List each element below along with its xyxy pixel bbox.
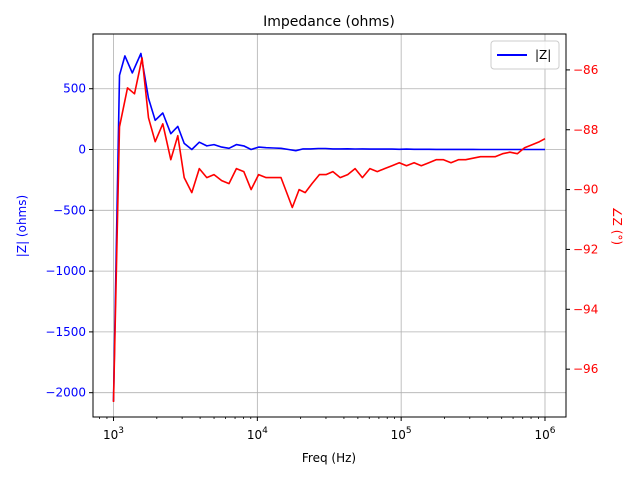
legend: |Z| [490,40,560,70]
right-tick-label: −94 [573,302,598,316]
phase-series-line [112,57,546,403]
magnitude-series-line [112,52,545,402]
left-tick-label: −2000 [45,386,86,400]
chart-title: Impedance (ohms) [263,14,395,30]
left-tick-label: −500 [53,203,86,217]
left-axis-ticks: 500 0 −500 −1000 −1500 −2000 [45,82,93,400]
x-axis-ticks: 103 104 105 106 [99,417,556,442]
right-tick-label: −90 [573,183,598,197]
x-tick-label: 104 [247,426,268,442]
x-tick-label: 106 [534,426,555,442]
left-tick-label: 500 [63,82,86,96]
right-axis-label: ∠Z (°) [610,207,624,245]
series-layer [112,52,546,403]
x-tick-label: 103 [103,426,124,442]
left-axis-label: |Z| (ohms) [15,195,29,257]
right-tick-label: −86 [573,63,598,77]
x-axis-label: Freq (Hz) [302,451,356,465]
left-tick-label: −1500 [45,325,86,339]
grid [93,34,566,417]
right-tick-label: −96 [573,362,598,376]
left-tick-label: 0 [78,143,86,157]
plot-area-frame [92,33,567,418]
right-tick-label: −88 [573,123,598,137]
left-tick-label: −1000 [45,264,86,278]
legend-label: |Z| [535,48,551,62]
right-tick-label: −92 [573,242,598,256]
right-axis-ticks: −86 −88 −90 −92 −94 −96 [566,63,598,376]
x-tick-label: 105 [391,426,412,442]
